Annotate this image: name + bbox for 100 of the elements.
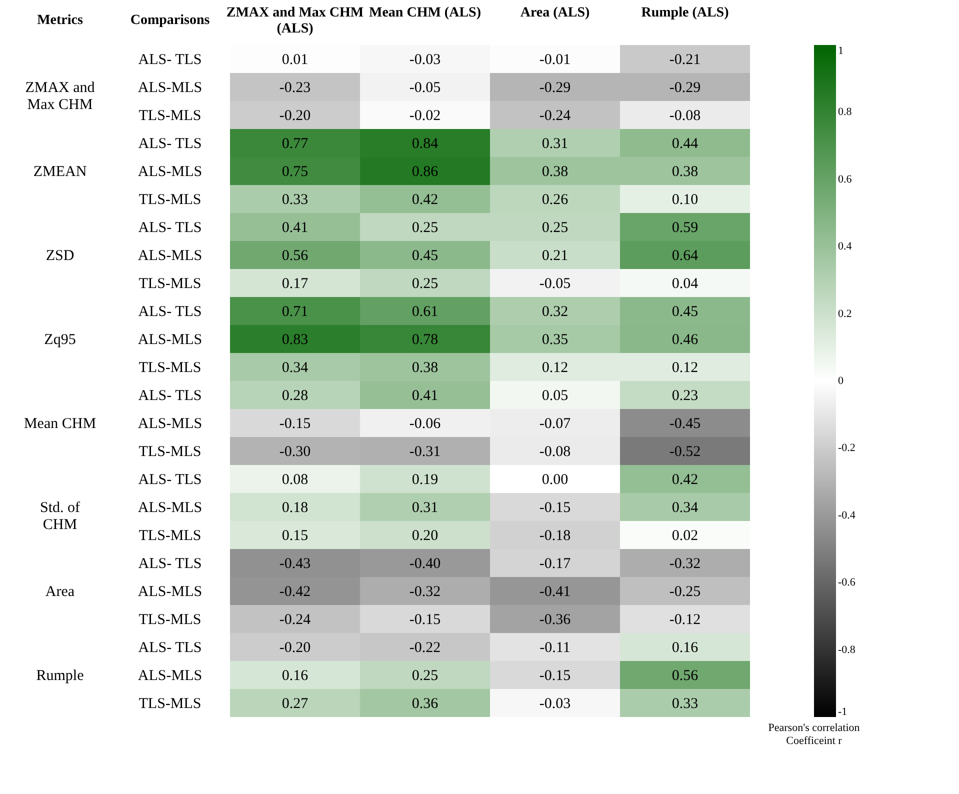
y-tick-label: ALS-MLS <box>138 668 202 684</box>
data-label: -0.40 <box>409 556 441 572</box>
data-label: 0.25 <box>542 220 568 236</box>
data-label: -0.45 <box>669 416 701 432</box>
data-label: 0.17 <box>282 276 309 292</box>
x-axis-title: Comparisons <box>130 13 210 28</box>
data-label: 0.42 <box>412 192 438 208</box>
data-label: 0.78 <box>412 332 438 348</box>
data-label: -0.29 <box>669 80 701 96</box>
data-label: -0.30 <box>279 444 311 460</box>
data-label: 0.46 <box>672 332 699 348</box>
y-tick-label: ALS-MLS <box>138 164 202 180</box>
data-label: 0.12 <box>542 360 568 376</box>
data-label: 0.84 <box>412 136 439 152</box>
y-tick-label: ALS-MLS <box>138 80 202 96</box>
data-label: 0.34 <box>282 360 309 376</box>
data-label: 0.20 <box>412 528 438 544</box>
data-label: 0.35 <box>542 332 568 348</box>
y-axis-title: Metrics <box>37 13 84 28</box>
data-label: 0.44 <box>672 136 699 152</box>
y2-tick-label: ZMEAN <box>33 164 87 180</box>
data-label: 0.86 <box>412 164 439 180</box>
data-label: 0.56 <box>282 248 309 264</box>
color-bar-label: -1 <box>838 706 848 718</box>
data-label: 0.36 <box>412 696 439 712</box>
data-label: -0.17 <box>539 556 572 572</box>
y-tick-label: TLS-MLS <box>138 192 202 208</box>
y-tick-label: ALS-MLS <box>138 416 202 432</box>
data-label: 0.71 <box>282 304 308 320</box>
data-label: 0.33 <box>672 696 698 712</box>
data-label: -0.32 <box>409 584 441 600</box>
data-label: 0.25 <box>412 220 438 236</box>
data-label: 0.10 <box>672 192 698 208</box>
data-label: 0.38 <box>672 164 698 180</box>
data-label: -0.36 <box>539 612 572 628</box>
data-label: 0.31 <box>542 136 568 152</box>
data-label: 0.26 <box>542 192 569 208</box>
data-label: 0.27 <box>282 696 309 712</box>
data-label: 0.34 <box>672 500 699 516</box>
data-label: -0.24 <box>539 108 572 124</box>
data-label: 0.28 <box>282 388 308 404</box>
data-label: -0.08 <box>669 108 701 124</box>
data-label: 0.04 <box>672 276 699 292</box>
data-label: -0.05 <box>409 80 441 96</box>
color-bar-label: -0.8 <box>838 644 856 656</box>
data-label: -0.01 <box>539 52 571 68</box>
data-label: -0.03 <box>539 696 571 712</box>
data-label: -0.05 <box>539 276 571 292</box>
color-bar-label: 0.2 <box>838 308 852 320</box>
data-label: 0.33 <box>282 192 308 208</box>
data-label: 0.59 <box>672 220 698 236</box>
data-label: 0.64 <box>672 248 699 264</box>
x-tick-label: Rumple (ALS) <box>641 6 730 20</box>
y-tick-label: ALS- TLS <box>138 640 202 656</box>
data-label: -0.52 <box>669 444 701 460</box>
data-label: -0.07 <box>539 416 572 432</box>
data-label: 0.01 <box>282 52 308 68</box>
color-bar-label: 0 <box>838 375 844 387</box>
data-label: 0.83 <box>282 332 308 348</box>
data-label: 0.61 <box>412 304 438 320</box>
data-label: 0.41 <box>282 220 308 236</box>
data-label: -0.20 <box>279 640 311 656</box>
y-tick-label: TLS-MLS <box>138 444 202 460</box>
y-tick-label: ALS- TLS <box>138 220 202 236</box>
data-label: 0.08 <box>282 472 308 488</box>
y2-tick-label: Area <box>45 584 75 600</box>
y-tick-label: TLS-MLS <box>138 528 202 544</box>
data-label: -0.25 <box>669 584 701 600</box>
y2-tick-label: Rumple <box>36 668 84 684</box>
x-tick-label: Area (ALS) <box>520 6 590 20</box>
color-bar-title: Pearson's correlation Coefficeint r <box>768 722 860 747</box>
data-label: 0.25 <box>412 668 438 684</box>
y-tick-label: TLS-MLS <box>138 276 202 292</box>
data-label: -0.08 <box>539 444 571 460</box>
data-label: -0.06 <box>409 416 442 432</box>
data-label: 0.77 <box>282 136 309 152</box>
data-label: -0.12 <box>669 612 701 628</box>
data-label: -0.43 <box>279 556 311 572</box>
data-label: -0.31 <box>409 444 441 460</box>
data-label: -0.20 <box>279 108 311 124</box>
data-label: 0.21 <box>542 248 568 264</box>
y-tick-label: ALS- TLS <box>138 136 202 152</box>
data-label: 0.16 <box>672 640 699 656</box>
data-label: 0.45 <box>412 248 438 264</box>
data-label: -0.22 <box>409 640 441 656</box>
data-label: -0.18 <box>539 528 571 544</box>
x-tick-label: Mean CHM (ALS) <box>369 6 482 20</box>
y-tick-label: TLS-MLS <box>138 612 202 628</box>
y2-tick-label: ZMAX and Max CHM <box>25 80 96 113</box>
data-label: -0.02 <box>409 108 441 124</box>
color-bar-label: 0.6 <box>838 173 852 186</box>
data-label: 0.05 <box>542 388 568 404</box>
y-tick-label: ALS- TLS <box>138 388 202 404</box>
data-label: 0.23 <box>672 388 698 404</box>
data-label: -0.21 <box>669 52 701 68</box>
data-label: 0.45 <box>672 304 698 320</box>
data-label: 0.18 <box>282 500 308 516</box>
color-bar-label: 0.8 <box>838 106 852 118</box>
y2-tick-label: Mean CHM <box>24 416 96 432</box>
y-tick-label: ALS-MLS <box>138 332 202 348</box>
